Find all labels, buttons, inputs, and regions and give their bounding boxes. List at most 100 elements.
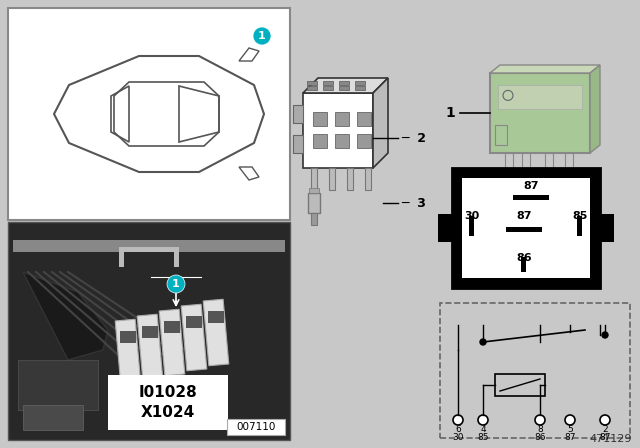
Bar (357, 112, 371, 126)
Circle shape (167, 275, 185, 293)
Text: 2: 2 (602, 425, 608, 434)
Circle shape (478, 415, 488, 425)
Text: 87: 87 (564, 432, 576, 441)
Circle shape (253, 27, 271, 45)
Bar (186, 316, 202, 328)
Text: 4: 4 (480, 425, 486, 434)
Text: 1: 1 (445, 106, 455, 120)
Bar (323, 81, 333, 85)
Polygon shape (303, 78, 388, 93)
Text: 1: 1 (258, 31, 266, 41)
Bar (335, 134, 349, 148)
Polygon shape (373, 78, 388, 168)
Bar (137, 314, 163, 381)
Bar (164, 321, 180, 333)
Bar (355, 86, 365, 90)
Polygon shape (23, 272, 108, 360)
Bar (329, 168, 335, 190)
Bar (505, 153, 513, 178)
Bar (23, 405, 83, 430)
Bar (293, 105, 303, 123)
Bar (339, 81, 349, 85)
Bar (545, 153, 553, 178)
Circle shape (602, 332, 608, 338)
Text: 007110: 007110 (236, 422, 276, 432)
Bar (452, 168, 600, 288)
Circle shape (565, 415, 575, 425)
Bar (495, 125, 507, 145)
Bar (339, 86, 349, 90)
Text: 86: 86 (516, 253, 532, 263)
Text: 471129: 471129 (589, 434, 632, 444)
Text: 30: 30 (465, 211, 479, 221)
Bar (293, 135, 303, 153)
Text: ─  2: ─ 2 (401, 132, 426, 145)
Bar (355, 81, 365, 85)
Text: 85: 85 (572, 211, 588, 221)
Bar (313, 112, 327, 126)
Bar (462, 178, 590, 278)
Bar (311, 168, 317, 190)
Bar (119, 247, 179, 252)
Bar (174, 247, 179, 267)
Text: 30: 30 (452, 432, 464, 441)
Bar (490, 73, 590, 153)
Bar (159, 309, 185, 376)
Bar (438, 214, 452, 242)
Bar (347, 168, 353, 190)
Bar (323, 86, 333, 90)
Bar (577, 216, 582, 236)
Bar (357, 134, 371, 148)
Text: 87: 87 (516, 211, 532, 221)
Text: 6: 6 (455, 425, 461, 434)
Circle shape (600, 415, 610, 425)
Text: 86: 86 (534, 432, 546, 441)
Bar (18, 360, 98, 410)
Bar (522, 153, 530, 178)
Bar (181, 304, 207, 371)
Bar (600, 214, 614, 242)
Bar (308, 193, 320, 213)
Text: 8: 8 (537, 425, 543, 434)
Text: 5: 5 (567, 425, 573, 434)
Bar (309, 188, 319, 193)
Bar (8, 8, 290, 220)
Bar (335, 112, 349, 126)
Bar (208, 311, 224, 323)
Circle shape (535, 415, 545, 425)
Bar (513, 195, 549, 200)
Bar (307, 81, 317, 85)
Text: 87: 87 (524, 181, 539, 191)
Bar (313, 134, 327, 148)
Text: ─  3: ─ 3 (401, 197, 426, 210)
Bar (307, 86, 317, 90)
Bar (119, 247, 124, 267)
Bar (311, 213, 317, 225)
Bar (8, 222, 290, 440)
Bar (365, 168, 371, 190)
Bar (13, 240, 285, 252)
Bar (204, 299, 228, 366)
Bar (120, 331, 136, 343)
Bar (498, 85, 582, 109)
Bar (115, 319, 141, 386)
Bar (227, 419, 285, 435)
Bar (506, 227, 542, 232)
Text: 85: 85 (477, 432, 489, 441)
Polygon shape (490, 65, 600, 73)
Polygon shape (590, 65, 600, 153)
Text: 87: 87 (599, 432, 611, 441)
Circle shape (453, 415, 463, 425)
Bar (469, 216, 474, 236)
Text: I01028: I01028 (139, 385, 197, 400)
Text: X1024: X1024 (141, 405, 195, 420)
Bar (565, 153, 573, 178)
Bar (108, 375, 228, 430)
Bar (440, 303, 630, 438)
Bar (142, 326, 158, 338)
Circle shape (480, 339, 486, 345)
Bar (521, 257, 526, 272)
Text: 1: 1 (172, 279, 180, 289)
Bar (303, 93, 373, 168)
Bar (495, 374, 545, 396)
